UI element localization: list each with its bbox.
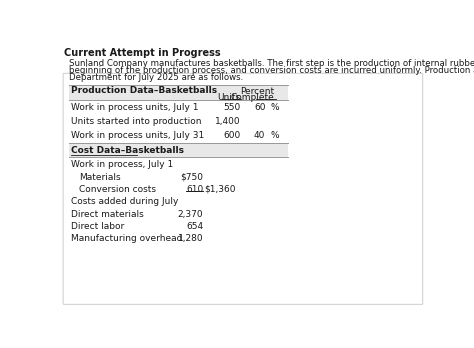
Bar — [69, 85, 288, 100]
Text: Materials: Materials — [79, 173, 120, 182]
Text: 610: 610 — [186, 185, 203, 194]
Text: $1,360: $1,360 — [204, 185, 236, 194]
Text: 600: 600 — [223, 131, 241, 140]
Text: 40: 40 — [254, 131, 265, 140]
Text: Work in process, July 1: Work in process, July 1 — [71, 160, 173, 169]
Text: 1,400: 1,400 — [215, 117, 241, 126]
Text: Units started into production: Units started into production — [71, 117, 201, 126]
Text: Direct materials: Direct materials — [71, 209, 144, 219]
Text: 60: 60 — [254, 103, 265, 112]
Text: %: % — [271, 103, 280, 112]
Text: beginning of the production process, and conversion costs are incurred uniformly: beginning of the production process, and… — [69, 66, 474, 74]
Text: Percent: Percent — [241, 87, 275, 96]
Text: Manufacturing overhead: Manufacturing overhead — [71, 234, 182, 243]
Text: Department for July 2025 are as follows.: Department for July 2025 are as follows. — [69, 73, 243, 81]
FancyBboxPatch shape — [63, 73, 423, 304]
Text: Current Attempt in Progress: Current Attempt in Progress — [64, 48, 220, 58]
Bar — [69, 143, 288, 157]
Text: Cost Data–Basketballs: Cost Data–Basketballs — [71, 146, 184, 155]
Text: Work in process units, July 31: Work in process units, July 31 — [71, 131, 204, 140]
Text: Costs added during July: Costs added during July — [71, 197, 178, 206]
Text: 550: 550 — [223, 103, 241, 112]
Text: Conversion costs: Conversion costs — [79, 185, 155, 194]
Text: %: % — [271, 131, 280, 140]
Text: Direct labor: Direct labor — [71, 222, 124, 231]
Text: 1,280: 1,280 — [178, 234, 203, 243]
Text: Sunland Company manufactures basketballs. The first step is the production of in: Sunland Company manufactures basketballs… — [69, 59, 474, 68]
Text: 654: 654 — [186, 222, 203, 231]
Text: Production Data–Basketballs: Production Data–Basketballs — [71, 86, 217, 95]
Text: $750: $750 — [181, 173, 203, 182]
Text: Work in process units, July 1: Work in process units, July 1 — [71, 103, 199, 112]
Text: Units: Units — [218, 93, 241, 102]
Text: 2,370: 2,370 — [178, 209, 203, 219]
Text: Complete: Complete — [231, 93, 275, 102]
